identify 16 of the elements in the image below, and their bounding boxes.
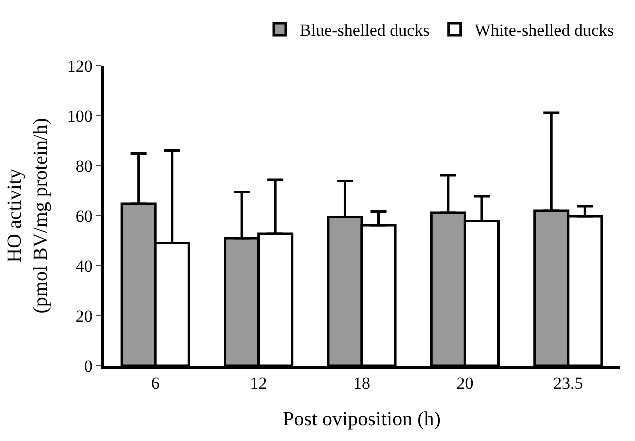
legend-label: Blue-shelled ducks [300,21,430,40]
legend-label: White-shelled ducks [474,21,614,40]
y-tick-label: 80 [76,156,93,176]
x-tick-label: 6 [151,374,160,394]
x-axis-title: Post oviposition (h) [283,408,441,431]
y-tick-label: 60 [76,206,93,226]
x-tick-label: 12 [250,374,268,394]
y-tick-label: 120 [67,56,93,76]
y-tick-label: 20 [76,306,93,326]
y-tick-label: 40 [76,256,93,276]
y-axis-title: HO activity (pmol BV/mg protein/h) [4,118,52,314]
x-tick-label: 20 [456,374,474,394]
x-tick-label: 23.5 [554,374,584,394]
y-tick-label: 0 [84,356,93,376]
x-tick-label: 18 [354,374,370,394]
y-tick-label: 100 [67,106,93,126]
